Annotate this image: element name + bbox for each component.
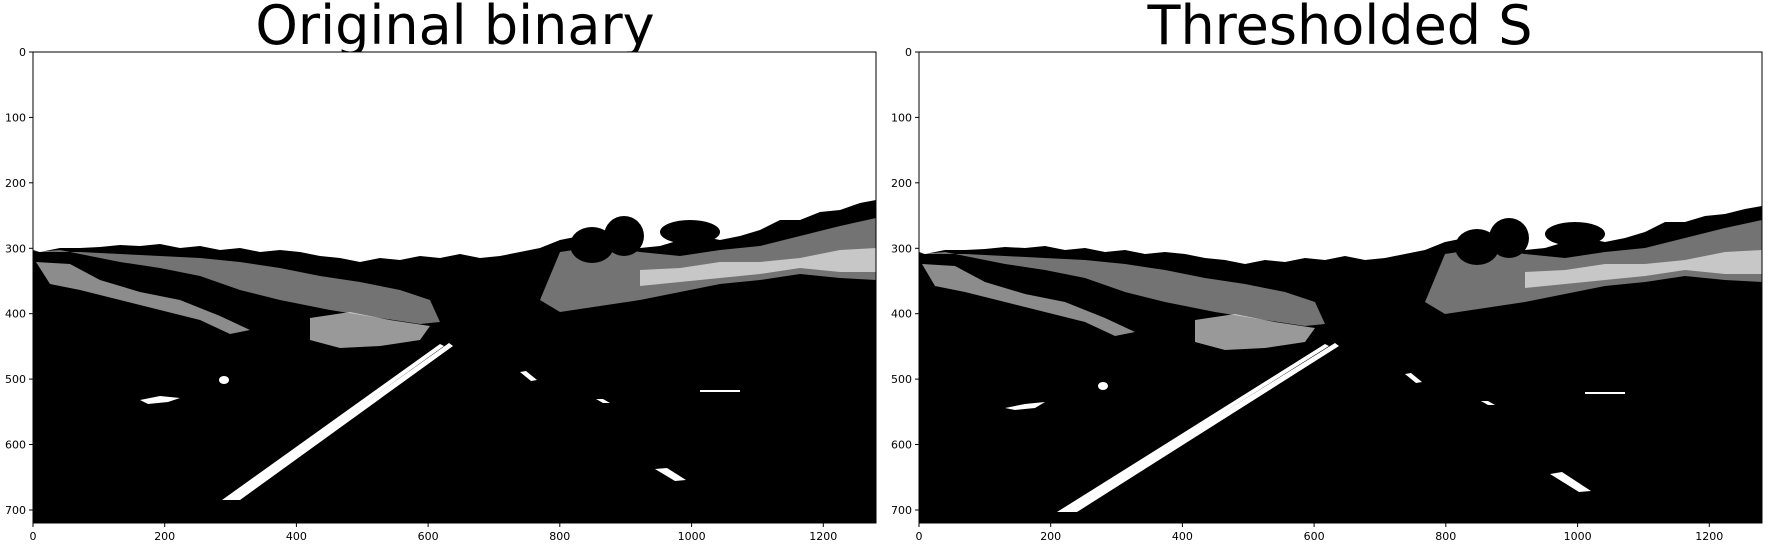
plot-original-binary: 0 200 400 600 800 1000 1200 0 100 2 [5,46,877,543]
binary-image [919,52,1762,523]
y-tick-label: 0 [905,46,912,59]
x-tick-label: 600 [1304,530,1325,543]
plot-thresholded-s: 0 200 400 600 800 1000 1200 0 100 200 [891,46,1763,543]
y-tick-label: 700 [891,504,912,517]
y-tick-label: 300 [891,242,912,255]
x-tick-label: 600 [418,530,439,543]
axes-frame [32,51,877,524]
panel-original-binary: Original binary [0,0,880,549]
y-tick-label: 700 [5,504,26,517]
y-axis: 0 100 200 300 400 500 600 700 [5,46,33,517]
x-tick-label: 1200 [809,530,837,543]
binary-image [33,52,876,523]
y-tick-label: 100 [891,111,912,124]
panel-title: Thresholded S [1147,0,1533,57]
x-tick-label: 800 [1435,530,1456,543]
x-tick-label: 800 [549,530,570,543]
y-tick-label: 500 [891,373,912,386]
y-axis: 0 100 200 300 400 500 600 700 [891,46,919,517]
y-tick-label: 200 [5,177,26,190]
y-tick-label: 200 [891,177,912,190]
y-tick-label: 300 [5,242,26,255]
y-tick-label: 600 [5,439,26,452]
x-tick-label: 400 [286,530,307,543]
panel-title: Original binary [255,0,655,57]
x-tick-label: 0 [30,530,37,543]
y-tick-label: 600 [891,439,912,452]
x-tick-label: 1000 [1564,530,1592,543]
x-tick-label: 400 [1172,530,1193,543]
x-axis: 0 200 400 600 800 1000 1200 [30,523,837,543]
y-tick-label: 500 [5,373,26,386]
x-axis: 0 200 400 600 800 1000 1200 [916,523,1723,543]
panel-thresholded-s: Thresholded S [885,0,1765,549]
axes-frame [918,51,1763,524]
y-tick-label: 400 [891,308,912,321]
x-tick-label: 1000 [678,530,706,543]
x-tick-label: 200 [1040,530,1061,543]
y-tick-label: 400 [5,308,26,321]
y-tick-label: 0 [19,46,26,59]
x-tick-label: 0 [916,530,923,543]
x-tick-label: 1200 [1695,530,1723,543]
y-tick-label: 100 [5,111,26,124]
x-tick-label: 200 [154,530,175,543]
